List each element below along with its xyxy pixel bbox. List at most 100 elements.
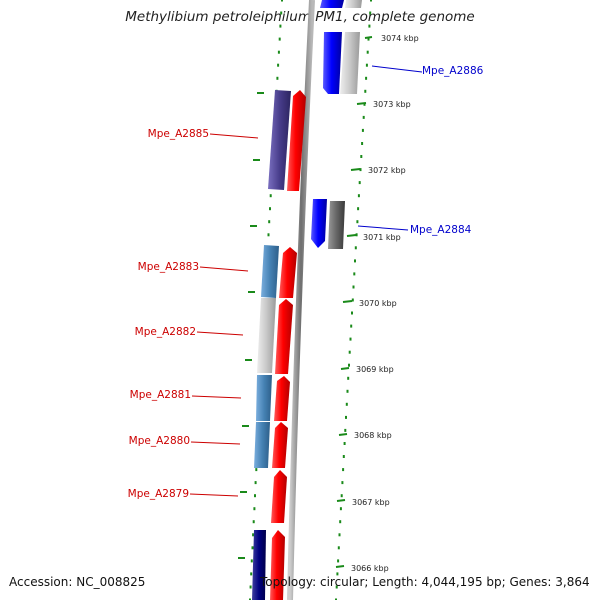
- scale-tick: [338, 433, 348, 436]
- map-title: Methylibium petroleiphilum PM1, complete…: [125, 9, 475, 25]
- gene-arrow-mpe-a2882-gray[interactable]: [257, 298, 276, 373]
- guide-dot-right: [342, 468, 345, 472]
- guide-dot-right: [354, 259, 356, 263]
- gene-label-mpe-a2884[interactable]: Mpe_A2884: [410, 224, 472, 236]
- gene-arrow-mpe-a2883-steel[interactable]: [261, 245, 279, 298]
- guide-dot-right: [363, 102, 366, 106]
- leader-lines: [189, 65, 423, 497]
- gene-label-mpe-a2880[interactable]: Mpe_A2880: [129, 435, 190, 447]
- guide-dot-right: [344, 428, 347, 432]
- gene-arrow[interactable]: [252, 530, 266, 600]
- gene-arrow-mpe-a2880-red[interactable]: [272, 422, 288, 468]
- gene-arrow-mpe-a2884-blue[interactable]: [311, 199, 327, 248]
- genome-backbone: [287, 0, 315, 600]
- scale-tick: [350, 168, 361, 171]
- gene-arrow-mpe-a2882-red[interactable]: [275, 299, 293, 374]
- guide-dot-left: [250, 559, 253, 563]
- guide-dot-right: [366, 50, 369, 54]
- gene-arrow-mpe-a2886-gray[interactable]: [340, 32, 360, 94]
- guide-dot-right: [355, 233, 358, 237]
- leader-line: [189, 493, 239, 497]
- guide-dot-right: [361, 128, 364, 132]
- guide-dot-right: [339, 520, 342, 524]
- guide-dot-right: [341, 481, 344, 485]
- guide-dot-left: [280, 11, 283, 15]
- gene-arrow[interactable]: [320, 0, 344, 8]
- guide-dot-right: [346, 389, 349, 393]
- gene-label-mpe-a2881[interactable]: Mpe_A2881: [130, 389, 191, 401]
- scale-label-3074: 3074 kbp: [381, 34, 419, 43]
- gene-arrow-mpe-a2883-red[interactable]: [279, 247, 297, 298]
- guide-dot-right: [351, 311, 353, 315]
- guide-dot-right: [345, 402, 348, 406]
- guide-dot-left: [249, 598, 251, 600]
- guide-dot-right: [340, 494, 343, 498]
- gene-arrow-mpe-a2886-blue[interactable]: [323, 32, 342, 94]
- guide-dot-right: [339, 507, 342, 511]
- leader-line: [191, 395, 242, 399]
- gene-label-mpe-a2879[interactable]: Mpe_A2879: [128, 488, 189, 500]
- leader-line: [196, 331, 244, 336]
- guide-dot-right: [357, 194, 360, 198]
- guide-dot-right: [367, 37, 370, 41]
- gene-label-mpe-a2883[interactable]: Mpe_A2883: [138, 261, 199, 273]
- guide-dot-left: [277, 63, 280, 67]
- gene-label-mpe-a2882[interactable]: Mpe_A2882: [135, 326, 196, 338]
- guide-dot-right: [337, 546, 340, 550]
- guide-dot-left: [253, 507, 256, 511]
- leader-line: [199, 266, 249, 272]
- gene-arrow-mpe-a2881-red[interactable]: [274, 376, 290, 421]
- guide-dot-left: [251, 546, 254, 550]
- leader-line: [371, 65, 423, 73]
- gene-label-mpe-a2886[interactable]: Mpe_A2886: [422, 65, 484, 77]
- gene-arrow-mpe-a2885-red[interactable]: [287, 90, 306, 191]
- guide-dot-right: [364, 89, 367, 93]
- scale-label-3073: 3073 kbp: [373, 100, 411, 109]
- guide-dot-right: [368, 24, 371, 28]
- guide-dot-left: [269, 194, 272, 198]
- gene-arrow-mpe-a2880-steel[interactable]: [254, 422, 270, 468]
- guide-dot-right: [345, 415, 347, 419]
- guide-dot-left: [269, 207, 271, 211]
- gene-arrow-mpe-a2884-gray[interactable]: [328, 201, 345, 249]
- guide-dot-left: [277, 50, 280, 54]
- guide-dot-left: [278, 37, 281, 41]
- guide-dot-left: [252, 520, 255, 524]
- scale-tick: [340, 367, 350, 370]
- guide-dot-right: [335, 585, 338, 589]
- scale-tick: [346, 234, 357, 237]
- scale-label-3070: 3070 kbp: [359, 299, 397, 308]
- scale-label-3072: 3072 kbp: [368, 166, 406, 175]
- scale-label-3066: 3066 kbp: [351, 564, 389, 573]
- guide-dot-right: [365, 63, 368, 67]
- scale-label-3068: 3068 kbp: [354, 431, 392, 440]
- guide-dot-right: [335, 598, 337, 600]
- guide-dot-right: [357, 207, 360, 211]
- guide-dot-right: [370, 0, 372, 2]
- gene-label-mpe-a2885[interactable]: Mpe_A2885: [148, 128, 209, 140]
- guide-dot-right: [356, 220, 359, 224]
- guide-dot-right: [362, 115, 365, 119]
- gene-arrow-mpe-a2881-steel[interactable]: [256, 375, 272, 421]
- guide-dot-right: [359, 168, 362, 172]
- scale-label-3071: 3071 kbp: [363, 233, 401, 242]
- guide-dot-right: [365, 76, 368, 80]
- guide-dot-right: [350, 324, 353, 328]
- guide-dot-left: [281, 0, 283, 2]
- guide-dot-right: [348, 363, 350, 367]
- guide-dot-left: [249, 585, 252, 589]
- gene-arrow-mpe-a2885-purple[interactable]: [268, 90, 291, 190]
- scale-tick: [364, 36, 373, 39]
- guide-dot-right: [348, 350, 351, 354]
- guide-dot-right: [361, 142, 364, 145]
- scale-tick: [335, 565, 345, 568]
- guide-dot-right: [338, 533, 341, 537]
- gene-arrow[interactable]: [345, 0, 362, 8]
- gene-arrow[interactable]: [270, 530, 285, 600]
- gene-arrow-mpe-a2879-red[interactable]: [271, 470, 287, 523]
- guide-dot-left: [268, 220, 271, 224]
- guide-dot-right: [336, 572, 339, 576]
- guide-dot-right: [360, 155, 363, 158]
- guide-dot-right: [352, 285, 355, 289]
